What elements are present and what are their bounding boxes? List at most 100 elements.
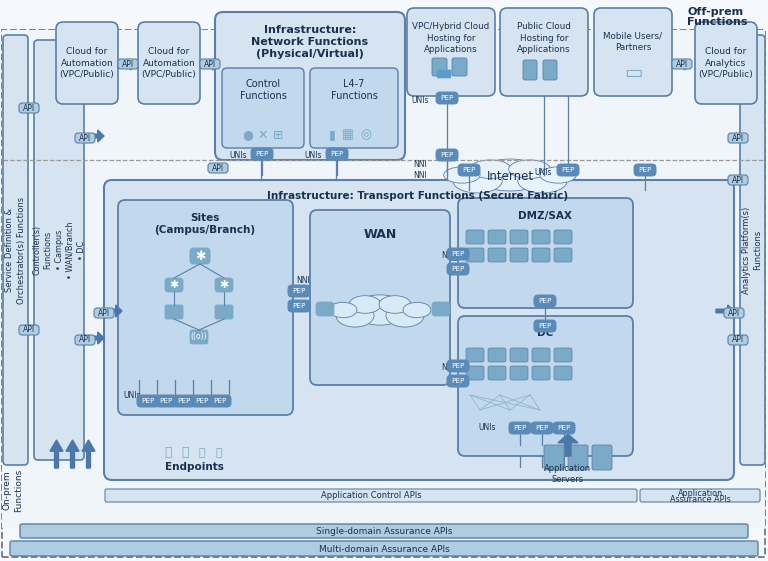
FancyBboxPatch shape — [105, 489, 637, 502]
Text: UNIs: UNIs — [304, 150, 322, 159]
FancyBboxPatch shape — [728, 133, 748, 143]
Text: Application Control APIs: Application Control APIs — [321, 491, 422, 500]
Text: NNI: NNI — [441, 364, 455, 373]
FancyBboxPatch shape — [466, 348, 484, 362]
Polygon shape — [202, 59, 218, 70]
FancyBboxPatch shape — [466, 366, 484, 380]
FancyBboxPatch shape — [326, 148, 348, 160]
FancyBboxPatch shape — [510, 348, 528, 362]
FancyBboxPatch shape — [19, 325, 39, 335]
Text: Cloud for
Automation
(VPC/Public): Cloud for Automation (VPC/Public) — [141, 47, 197, 79]
Text: NNI: NNI — [296, 275, 310, 284]
Polygon shape — [716, 305, 734, 317]
Ellipse shape — [518, 169, 568, 193]
Text: Application: Application — [677, 489, 723, 498]
FancyBboxPatch shape — [3, 35, 28, 465]
FancyBboxPatch shape — [209, 395, 231, 407]
Text: ●: ● — [243, 128, 253, 141]
FancyBboxPatch shape — [310, 68, 398, 148]
FancyBboxPatch shape — [432, 58, 447, 76]
Text: NNI: NNI — [441, 251, 455, 260]
FancyBboxPatch shape — [19, 103, 39, 113]
FancyBboxPatch shape — [634, 164, 656, 176]
Polygon shape — [120, 59, 136, 70]
FancyBboxPatch shape — [447, 375, 469, 387]
FancyBboxPatch shape — [724, 308, 744, 318]
FancyBboxPatch shape — [554, 366, 572, 380]
FancyBboxPatch shape — [437, 70, 451, 78]
Ellipse shape — [508, 160, 551, 178]
FancyBboxPatch shape — [458, 316, 633, 456]
Text: PEP: PEP — [195, 398, 209, 404]
Text: PEP: PEP — [462, 167, 475, 173]
Text: API: API — [728, 309, 740, 318]
Text: L4-7
Functions: L4-7 Functions — [330, 79, 377, 101]
Polygon shape — [82, 440, 95, 468]
FancyBboxPatch shape — [554, 248, 572, 262]
FancyBboxPatch shape — [447, 263, 469, 275]
FancyBboxPatch shape — [155, 395, 177, 407]
Text: Analytics Platform(s)
Functions: Analytics Platform(s) Functions — [742, 206, 762, 293]
FancyBboxPatch shape — [137, 395, 159, 407]
FancyBboxPatch shape — [190, 248, 210, 264]
FancyBboxPatch shape — [740, 35, 765, 465]
FancyBboxPatch shape — [458, 164, 480, 176]
Text: API: API — [122, 59, 134, 68]
FancyBboxPatch shape — [695, 22, 757, 104]
FancyBboxPatch shape — [510, 248, 528, 262]
Text: PEP: PEP — [538, 323, 551, 329]
FancyBboxPatch shape — [75, 335, 95, 345]
FancyBboxPatch shape — [200, 59, 220, 69]
FancyBboxPatch shape — [447, 248, 469, 260]
Bar — [2, 30, 765, 528]
FancyBboxPatch shape — [316, 302, 334, 316]
Text: ✱: ✱ — [195, 250, 205, 263]
Text: UNIs: UNIs — [535, 168, 551, 177]
FancyBboxPatch shape — [436, 149, 458, 161]
Text: Control
Functions: Control Functions — [240, 79, 286, 101]
Text: On-prem
Functions: On-prem Functions — [3, 468, 23, 512]
Text: UNIs: UNIs — [478, 424, 496, 433]
Text: 📱: 📱 — [216, 448, 222, 458]
FancyBboxPatch shape — [34, 40, 84, 460]
FancyBboxPatch shape — [557, 164, 579, 176]
Text: PEP: PEP — [561, 167, 574, 173]
Text: API: API — [676, 59, 688, 68]
Ellipse shape — [349, 296, 381, 313]
FancyBboxPatch shape — [488, 348, 506, 362]
FancyBboxPatch shape — [544, 445, 564, 470]
Text: ◎: ◎ — [360, 128, 372, 141]
Text: PEP: PEP — [558, 425, 571, 431]
Polygon shape — [558, 434, 578, 456]
Text: Infrastructure:
Network Functions
(Physical/Virtual): Infrastructure: Network Functions (Physi… — [251, 25, 369, 59]
FancyBboxPatch shape — [138, 22, 200, 104]
Text: Cloud for
Analytics
(VPC/Public): Cloud for Analytics (VPC/Public) — [699, 47, 753, 79]
FancyBboxPatch shape — [452, 58, 467, 76]
FancyBboxPatch shape — [531, 422, 553, 434]
FancyBboxPatch shape — [534, 295, 556, 307]
Text: PEP: PEP — [452, 266, 465, 272]
FancyBboxPatch shape — [523, 60, 537, 80]
Text: PEP: PEP — [638, 167, 652, 173]
FancyBboxPatch shape — [532, 248, 550, 262]
Text: Application
Servers: Application Servers — [545, 464, 591, 484]
Text: PEP: PEP — [452, 378, 465, 384]
Text: PEP: PEP — [159, 398, 173, 404]
FancyBboxPatch shape — [554, 348, 572, 362]
FancyBboxPatch shape — [208, 163, 228, 173]
Text: PEP: PEP — [141, 398, 154, 404]
Text: Single-domain Assurance APIs: Single-domain Assurance APIs — [316, 527, 452, 536]
FancyBboxPatch shape — [56, 22, 118, 104]
FancyBboxPatch shape — [222, 68, 304, 148]
Text: Infrastructure: Transport Functions (Secure Fabric): Infrastructure: Transport Functions (Sec… — [267, 191, 568, 201]
FancyBboxPatch shape — [488, 230, 506, 244]
FancyBboxPatch shape — [553, 422, 575, 434]
FancyBboxPatch shape — [728, 175, 748, 185]
FancyBboxPatch shape — [532, 366, 550, 380]
Text: API: API — [204, 59, 216, 68]
FancyBboxPatch shape — [458, 198, 633, 308]
Ellipse shape — [540, 167, 576, 183]
Text: PEP: PEP — [440, 152, 454, 158]
Text: DMZ/SAX: DMZ/SAX — [518, 211, 572, 221]
FancyBboxPatch shape — [534, 320, 556, 332]
